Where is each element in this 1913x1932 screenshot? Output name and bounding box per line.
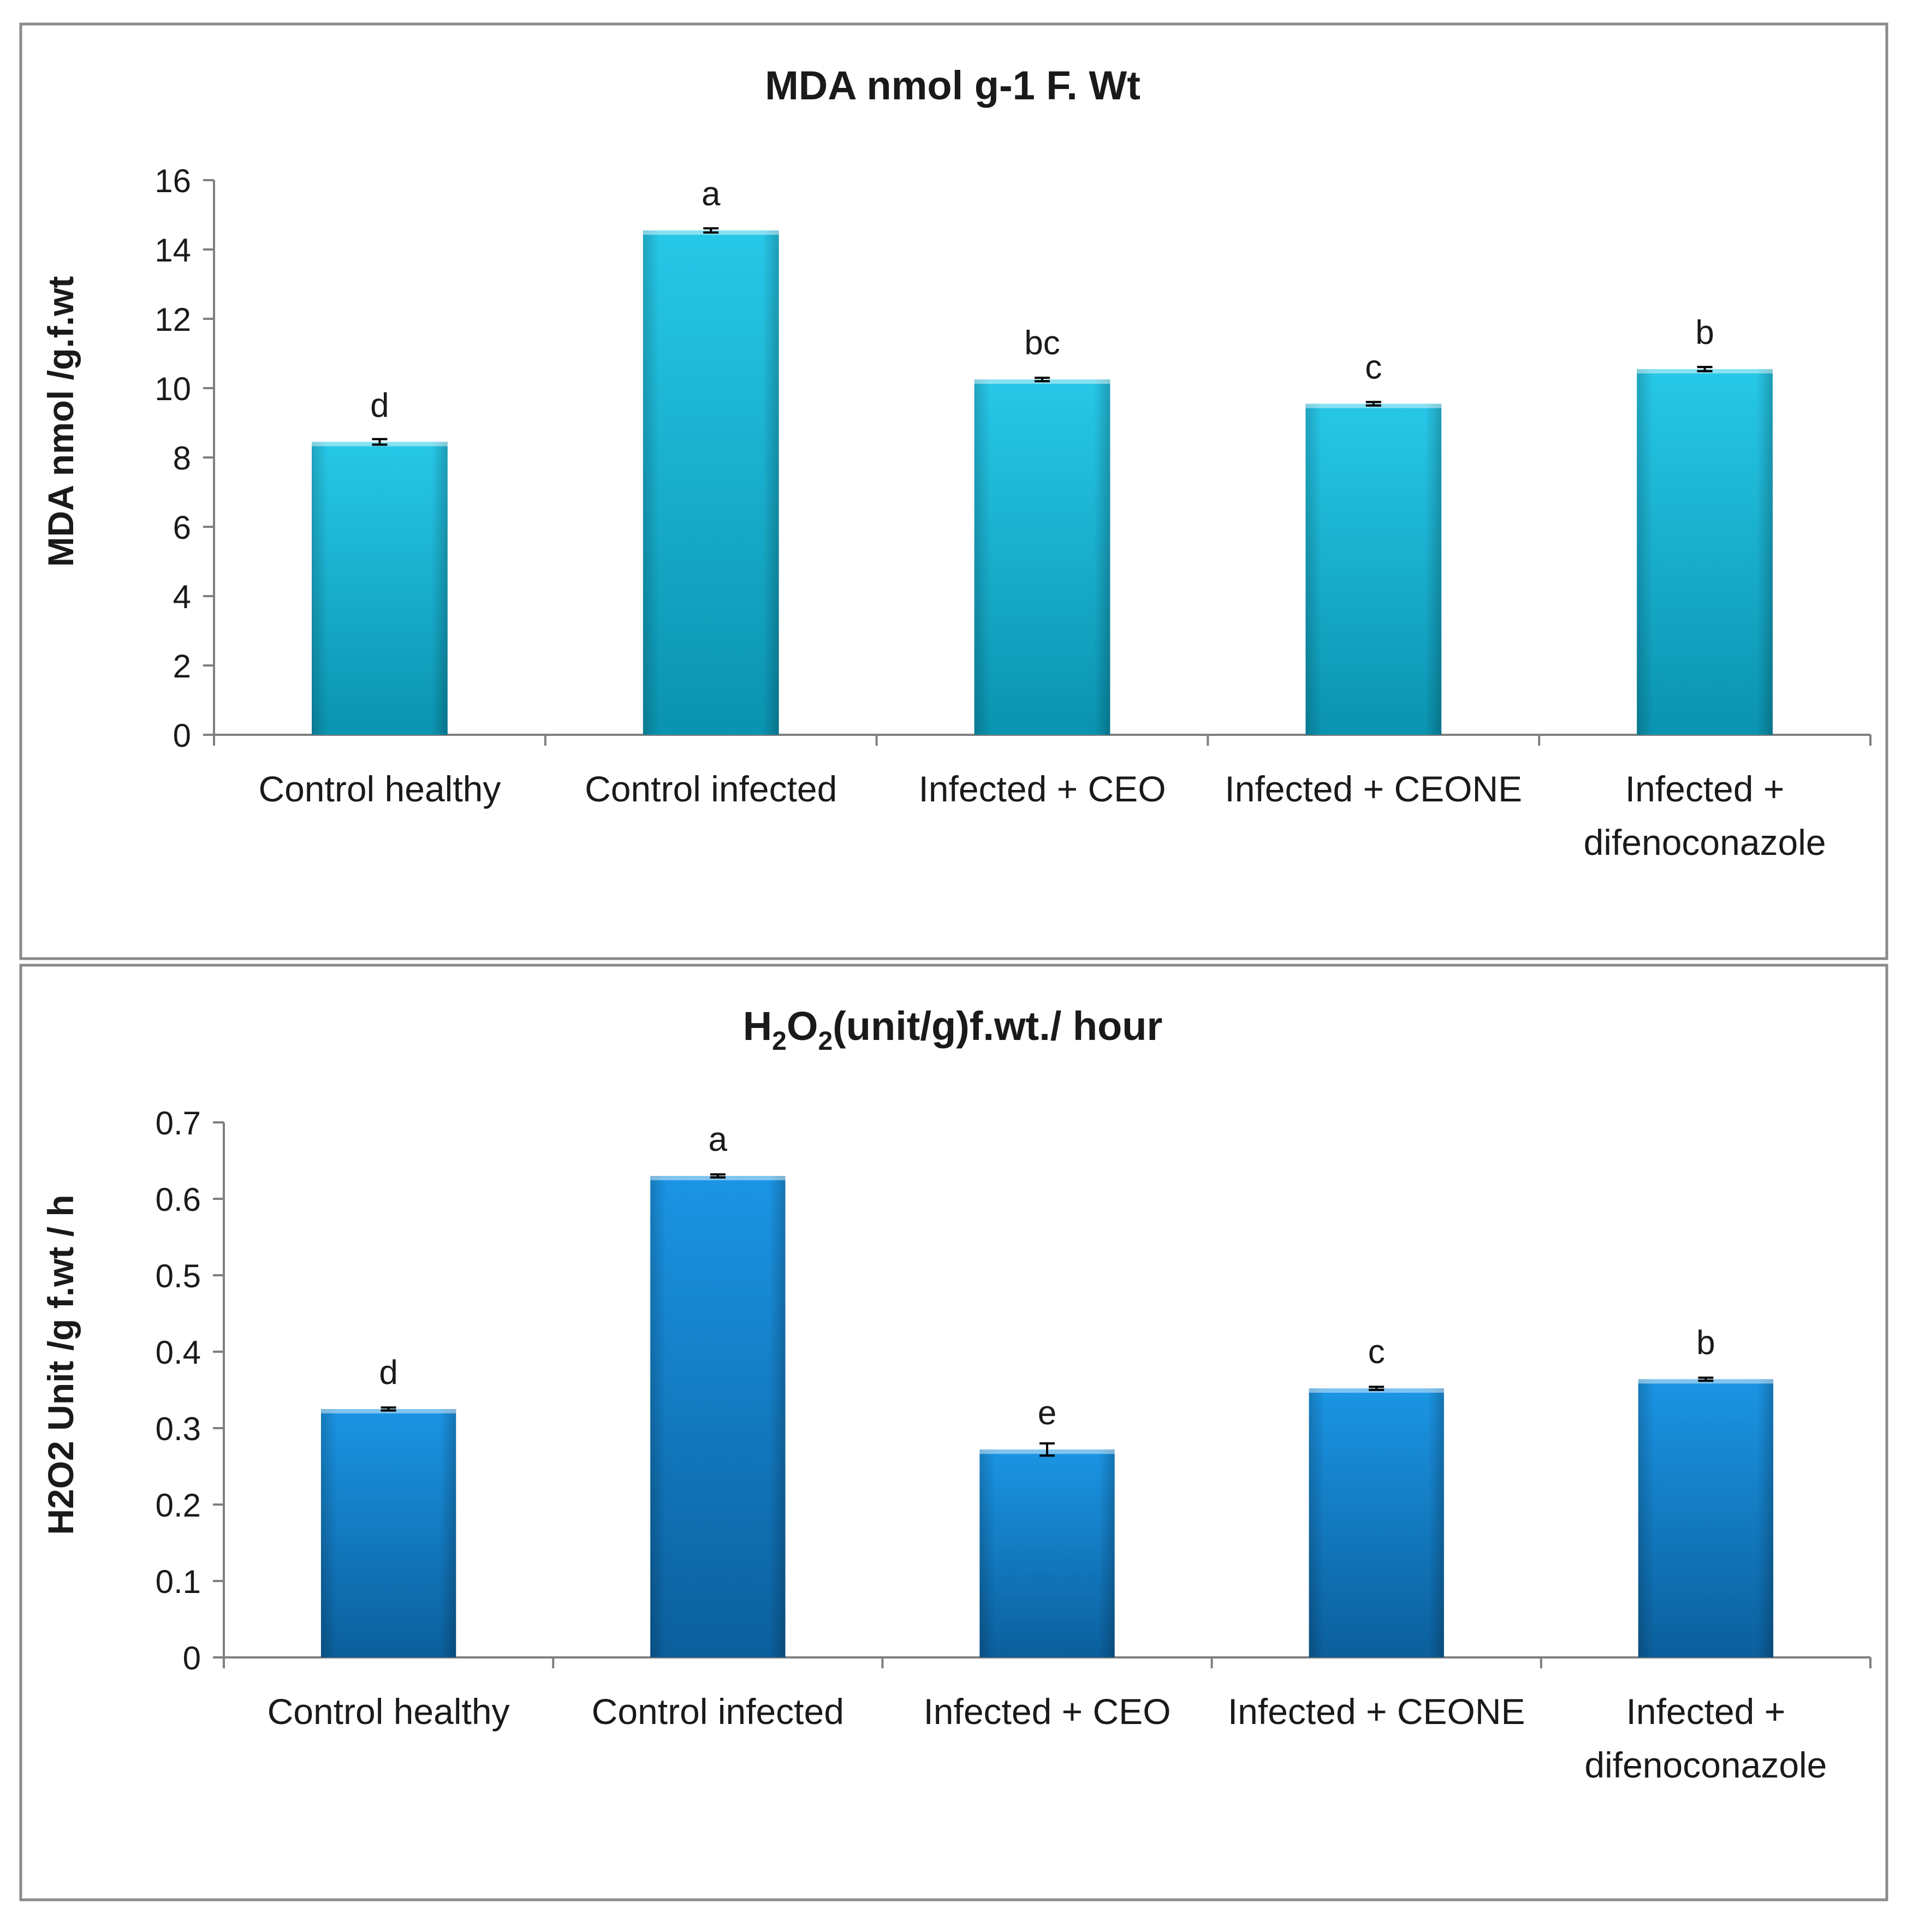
mda-significance-letter: d [370, 387, 389, 424]
mda-bar-shading [1305, 403, 1442, 735]
h2o2-y-tick-label: 0.4 [156, 1334, 201, 1371]
mda-y-tick-label: 16 [155, 163, 191, 199]
h2o2-y-tick-label: 0.1 [156, 1564, 201, 1600]
h2o2-significance-letter: b [1696, 1324, 1715, 1362]
mda-chart-title: MDA nmol g-1 F. Wt [765, 63, 1140, 108]
h2o2-significance-letter: a [709, 1121, 728, 1158]
mda-category-label: Control healthy [258, 769, 501, 809]
mda-y-tick-label: 10 [155, 371, 191, 407]
h2o2-significance-letter: c [1368, 1333, 1385, 1371]
mda-y-tick-label: 6 [173, 509, 191, 546]
mda-plot: 0 2 4 6 8 10 12 14 16 d Control healthy a Control in… [155, 163, 1872, 863]
h2o2-category-label: Control infected [592, 1691, 844, 1732]
mda-chart-frame [19, 22, 1888, 960]
h2o2-y-tick-label: 0 [183, 1640, 201, 1677]
mda-bar-shading [974, 379, 1110, 735]
h2o2-chart-panel: H2O2(unit/g)f.wt./ hour H2O2 Unit /g f.w… [19, 964, 1888, 1901]
mda-category-label: Infected + [1625, 769, 1785, 809]
h2o2-chart-title: H2O2(unit/g)f.wt./ hour [743, 1003, 1163, 1056]
mda-y-tick-label: 0 [173, 717, 191, 754]
mda-y-tick-label: 4 [173, 579, 191, 615]
h2o2-y-tick-label: 0.3 [156, 1411, 201, 1447]
mda-y-tick-label: 12 [155, 301, 191, 338]
mda-significance-letter: c [1365, 349, 1382, 387]
h2o2-category-label: Control healthy [268, 1691, 510, 1732]
h2o2-category-label: Infected + CEO [923, 1691, 1171, 1732]
mda-bar-shading [643, 230, 779, 735]
h2o2-bar-shading [650, 1176, 786, 1657]
mda-significance-letter: a [702, 175, 721, 213]
h2o2-bar-shading [979, 1449, 1115, 1657]
h2o2-bar-shading [1309, 1388, 1444, 1657]
h2o2-bar-shading [1638, 1379, 1774, 1657]
mda-category-label: difenoconazole [1584, 822, 1826, 863]
h2o2-y-tick-label: 0.2 [156, 1487, 201, 1524]
mda-y-axis-label: MDA nmol /g.f.wt [40, 276, 81, 567]
mda-category-label: Infected + CEONE [1225, 769, 1522, 809]
mda-bar-shading [312, 442, 448, 735]
h2o2-bar-shading [320, 1409, 456, 1657]
mda-significance-letter: b [1695, 314, 1714, 352]
h2o2-category-label: Infected + [1626, 1691, 1786, 1732]
mda-bar-shading [1637, 369, 1773, 735]
mda-significance-letter: bc [1024, 324, 1060, 362]
mda-category-label: Infected + CEO [918, 769, 1166, 809]
h2o2-significance-letter: d [379, 1354, 397, 1392]
h2o2-y-axis-label: H2O2 Unit /g f.wt / h [40, 1194, 81, 1535]
mda-y-tick-label: 8 [173, 440, 191, 477]
h2o2-y-tick-label: 0.5 [156, 1258, 201, 1294]
h2o2-plot: 0 0.1 0.2 0.3 0.4 0.5 0.6 0.7 d Control healthy a C… [156, 1105, 1872, 1785]
h2o2-category-label: Infected + CEONE [1228, 1691, 1525, 1732]
h2o2-significance-letter: e [1038, 1394, 1056, 1432]
h2o2-category-label: difenoconazole [1584, 1745, 1827, 1785]
mda-category-label: Control infected [585, 769, 837, 809]
h2o2-y-tick-label: 0.6 [156, 1181, 201, 1218]
mda-y-tick-label: 14 [155, 232, 191, 269]
mda-y-tick-label: 2 [173, 648, 191, 685]
mda-chart-panel: MDA nmol g-1 F. Wt MDA nmol /g.f.wt 0 2 4 6… [19, 22, 1888, 960]
h2o2-y-tick-label: 0.7 [156, 1105, 201, 1142]
